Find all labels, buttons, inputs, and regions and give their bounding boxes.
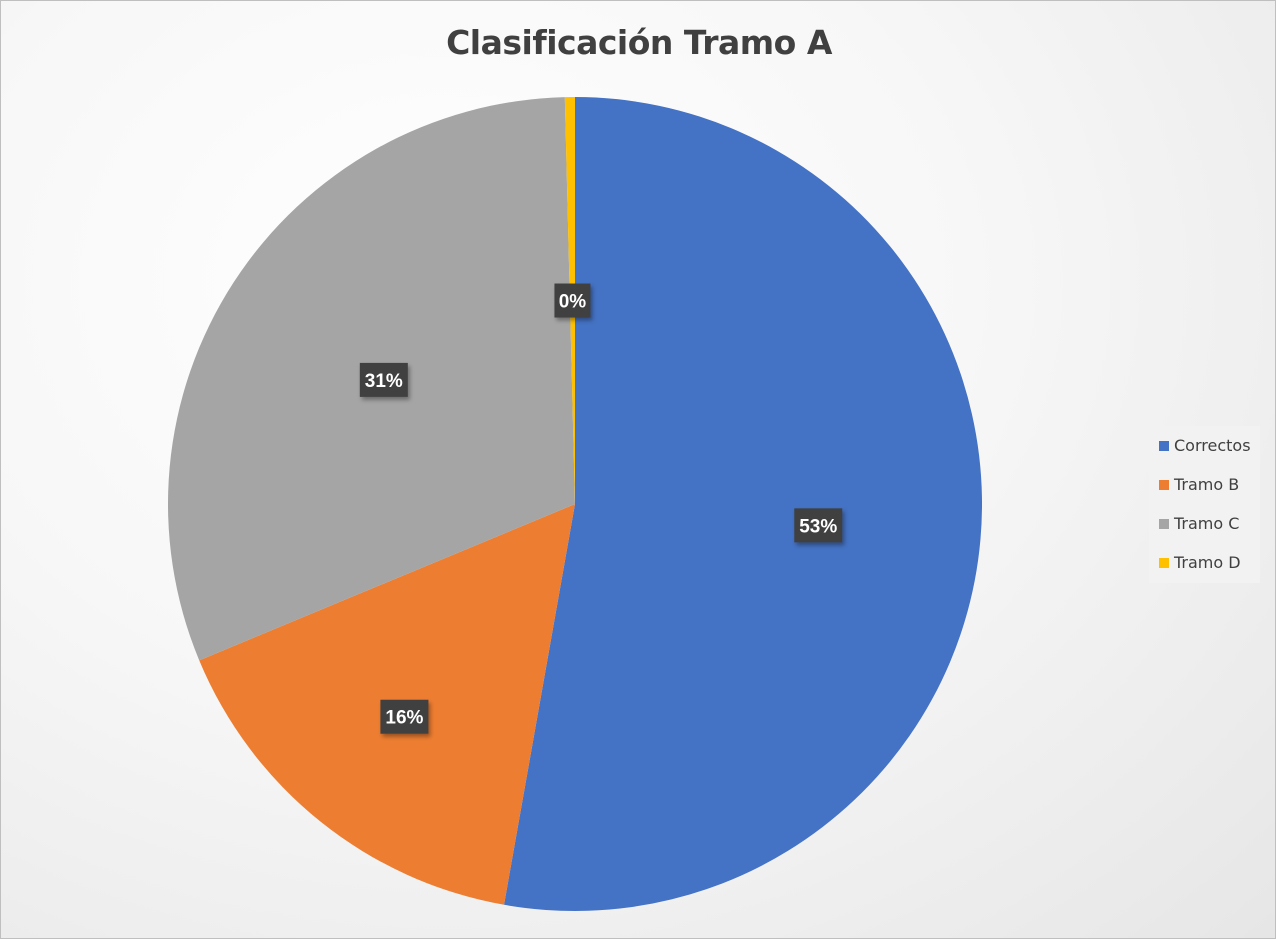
- legend-item: Correctos: [1159, 436, 1251, 458]
- legend-swatch: [1159, 441, 1169, 451]
- legend-label: Tramo B: [1174, 475, 1240, 494]
- data-label: 0%: [554, 283, 591, 318]
- data-label-text: 53%: [799, 516, 837, 537]
- legend-item: Tramo B: [1159, 475, 1239, 497]
- pie-slice-correctos: [504, 97, 983, 912]
- data-label: 53%: [794, 508, 843, 543]
- legend-swatch: [1159, 558, 1169, 568]
- data-label-text: 0%: [559, 292, 587, 313]
- legend-label: Correctos: [1174, 436, 1251, 455]
- data-label-text: 16%: [385, 708, 423, 729]
- legend-item: Tramo C: [1159, 514, 1239, 536]
- data-label: 31%: [359, 362, 408, 397]
- chart-title: Clasificación Tramo A: [446, 23, 832, 62]
- legend-item: Tramo D: [1159, 553, 1241, 575]
- legend-swatch: [1159, 480, 1169, 490]
- legend-swatch: [1159, 519, 1169, 529]
- data-label-text: 31%: [365, 371, 403, 392]
- data-label: 16%: [380, 699, 429, 734]
- legend-label: Tramo C: [1174, 514, 1240, 533]
- legend: Correctos Tramo B Tramo C Tramo D: [1149, 426, 1260, 583]
- legend-label: Tramo D: [1174, 553, 1241, 572]
